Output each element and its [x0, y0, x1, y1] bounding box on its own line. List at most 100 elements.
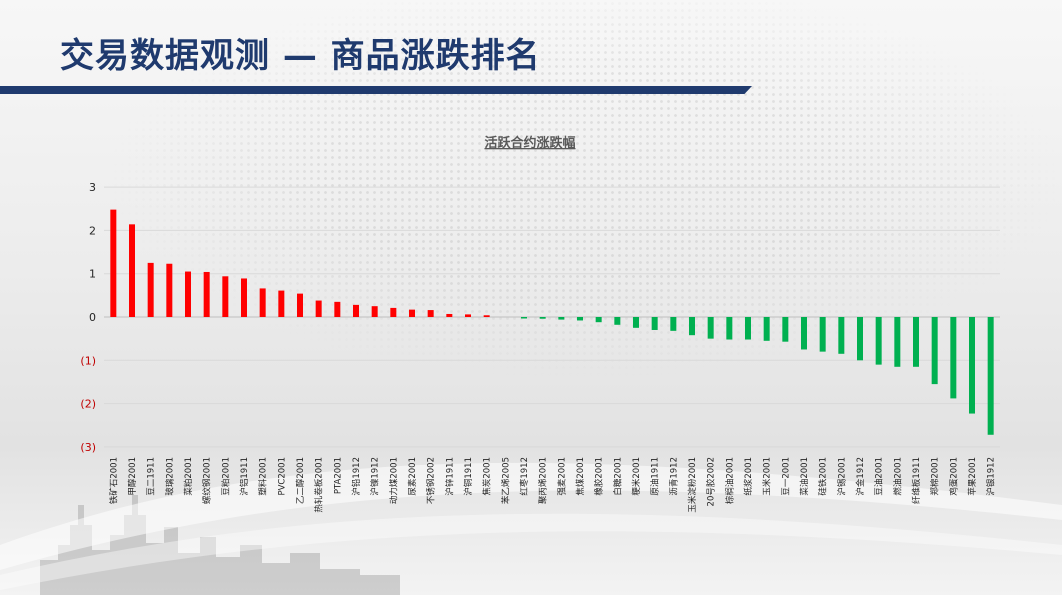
x-tick-label: 沪锌1911: [444, 457, 455, 496]
x-tick-label: 苹果2001: [967, 457, 978, 496]
x-tick-label: 铁矿石2001: [108, 457, 119, 504]
bar: [558, 317, 565, 320]
x-tick-label: 沪银1912: [986, 457, 997, 496]
bar: [427, 310, 434, 317]
x-tick-label: 橡胶2001: [594, 457, 605, 496]
y-tick-label: (2): [80, 398, 96, 411]
bar: [931, 317, 938, 385]
title-underline-bar: [0, 86, 752, 94]
bar: [166, 263, 173, 317]
x-tick-label: 焦炭2001: [482, 457, 493, 496]
bar: [707, 317, 714, 339]
bar: [353, 304, 359, 317]
x-tick-label: 沪铜1911: [463, 457, 474, 496]
x-tick-label: 鸡蛋2001: [948, 457, 959, 496]
bar: [259, 288, 266, 317]
bar: [129, 224, 135, 317]
page-title: 交易数据观测 — 商品涨跌排名: [60, 36, 541, 76]
bar: [726, 317, 733, 340]
x-tick-label: 沪锡2001: [836, 457, 847, 496]
bar: [409, 309, 415, 317]
bar: [110, 209, 117, 317]
bar: [222, 276, 229, 317]
x-tick-label: 菜油2001: [799, 457, 810, 496]
x-tick-label: 螺纹钢2001: [202, 457, 213, 504]
bar: [838, 317, 845, 354]
x-tick-label: 不锈钢2002: [426, 457, 437, 504]
x-tick-label: 豆油2001: [874, 457, 885, 496]
x-tick-label: 燃油2001: [892, 457, 903, 496]
x-tick-label: 尿素2001: [407, 457, 418, 496]
x-tick-label: 粳米2001: [631, 457, 642, 496]
y-tick-label: 1: [89, 268, 96, 281]
bar: [315, 300, 322, 317]
bar: [801, 317, 807, 350]
x-tick-label: 甲醇2001: [127, 457, 138, 496]
bar: [521, 317, 527, 319]
x-tick-label: 豆一2001: [781, 457, 791, 496]
x-tick-label: 塑料2001: [258, 457, 269, 496]
bar: [875, 317, 882, 365]
y-tick-label: 2: [89, 224, 96, 237]
bar: [483, 315, 490, 317]
bar: [819, 317, 826, 352]
x-tick-label: 沪镍1912: [370, 457, 381, 496]
x-tick-label: 豆二1911: [147, 457, 157, 496]
bar: [278, 290, 285, 317]
x-tick-label: 白糖2001: [612, 457, 623, 496]
bar: [969, 317, 975, 414]
bar: [371, 306, 378, 317]
bar: [446, 313, 453, 317]
x-tick-label: 沪铅1912: [351, 457, 362, 496]
bar: [465, 314, 471, 317]
bar: [633, 317, 639, 328]
bar: [987, 317, 994, 435]
y-tick-label: 0: [89, 311, 96, 324]
bar: [614, 317, 621, 325]
x-tick-label: PTA2001: [333, 457, 343, 494]
x-tick-label: 焦煤2001: [575, 457, 586, 496]
x-tick-label: 豆粕2001: [220, 457, 231, 496]
x-tick-label: 纤维板1911: [911, 457, 922, 504]
bar: [595, 317, 602, 323]
y-tick-label: 3: [89, 181, 96, 194]
bar: [745, 317, 751, 340]
bar: [390, 307, 397, 317]
x-tick-label: 动力煤2001: [388, 457, 399, 504]
bar: [241, 278, 247, 317]
x-tick-label: 苯乙烯2005: [500, 457, 511, 504]
bar: [763, 317, 770, 341]
x-tick-label: 棕榈油2001: [724, 457, 735, 504]
bar: [185, 271, 191, 317]
y-tick-label: (3): [80, 441, 96, 454]
bar: [147, 262, 154, 317]
bar: [894, 317, 901, 367]
bar: [577, 317, 583, 321]
y-tick-label: (1): [80, 354, 96, 367]
x-tick-label: 纸浆2001: [743, 457, 754, 496]
x-tick-label: 沥青1912: [668, 457, 679, 496]
bar: [539, 317, 546, 319]
x-tick-label: 郑棉2001: [930, 457, 941, 496]
x-tick-label: 玉米淀粉2001: [687, 457, 698, 513]
x-tick-label: 玉米2001: [762, 457, 773, 496]
bar: [670, 317, 677, 331]
x-tick-label: 硅铁2001: [818, 457, 829, 496]
x-tick-label: 乙二醇2001: [295, 457, 306, 504]
x-tick-label: 聚丙烯2001: [538, 457, 549, 504]
x-tick-label: 菜粕2001: [183, 457, 194, 496]
x-tick-label: PVC2001: [277, 457, 287, 496]
x-tick-label: 20号胶2002: [706, 457, 717, 506]
bar: [782, 317, 789, 342]
bar: [651, 317, 658, 330]
x-tick-label: 原油1911: [650, 457, 661, 496]
bar: [857, 317, 863, 361]
x-tick-label: 强麦2001: [556, 457, 567, 496]
bar: [950, 317, 957, 399]
bar: [334, 301, 341, 317]
x-tick-label: 沪铝1911: [239, 457, 250, 496]
bar: [297, 293, 303, 317]
chart-title: 活跃合约涨跌幅: [484, 135, 575, 151]
x-tick-label: 热轧卷板2001: [314, 457, 325, 513]
